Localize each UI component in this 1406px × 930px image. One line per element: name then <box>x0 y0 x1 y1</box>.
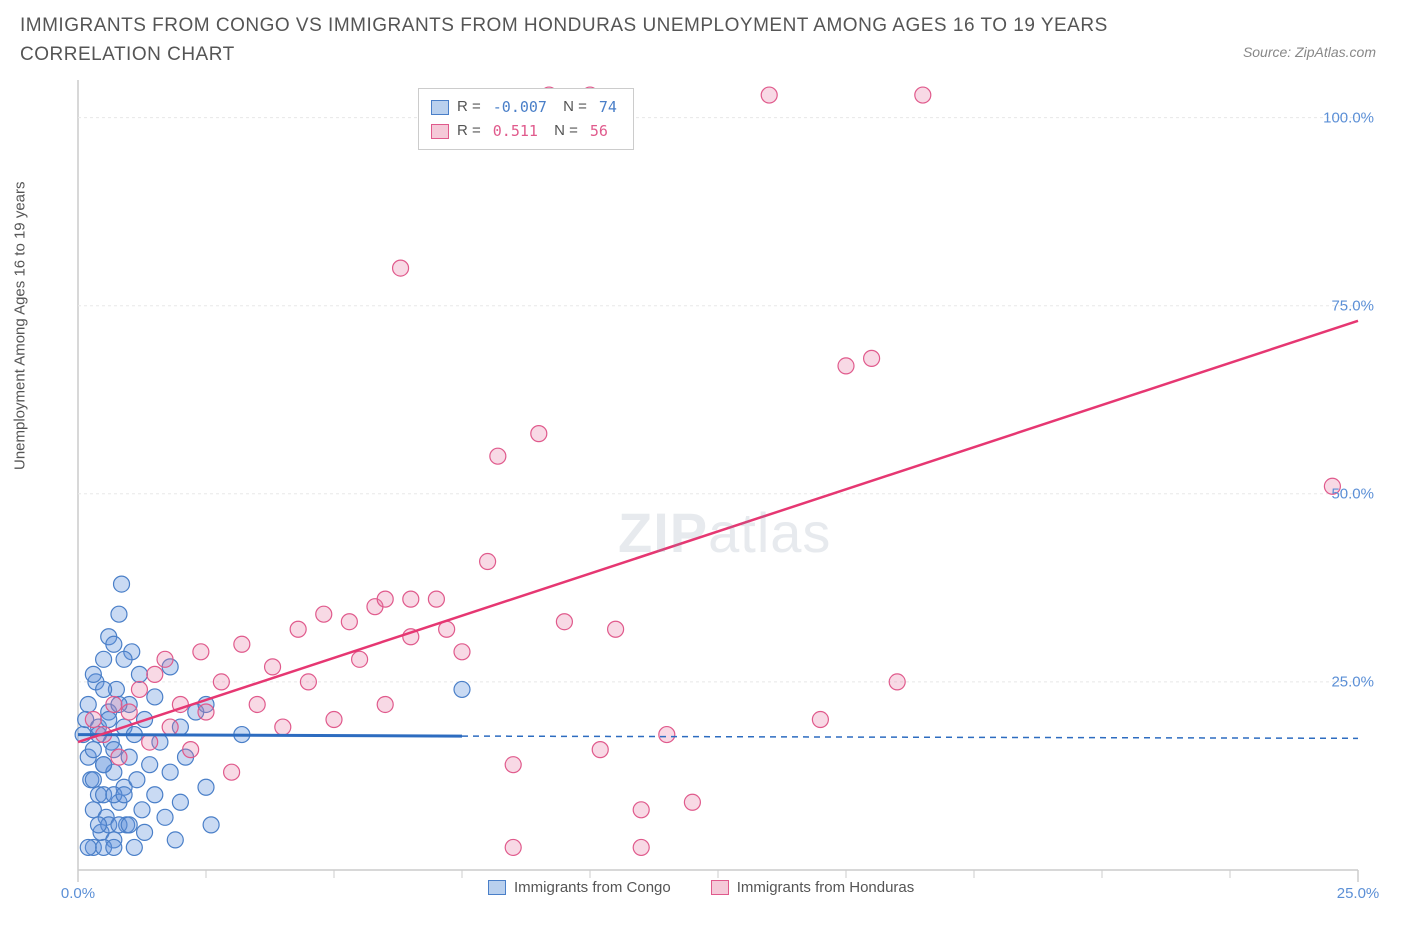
legend-n-label: N = <box>559 95 587 119</box>
legend-r-value-congo: -0.007 <box>489 95 551 119</box>
y-tick-label: 50.0% <box>1331 485 1374 502</box>
y-tick-label: 75.0% <box>1331 297 1374 314</box>
swatch-congo-icon <box>488 880 506 895</box>
legend-r-label: R = <box>457 119 481 143</box>
swatch-honduras-icon <box>711 880 729 895</box>
legend-item-honduras: Immigrants from Honduras <box>711 879 915 896</box>
legend-r-label: R = <box>457 95 481 119</box>
legend-label-honduras: Immigrants from Honduras <box>737 879 915 896</box>
correlation-legend: R = -0.007 N = 74 R = 0.511 N = 56 <box>418 88 634 150</box>
legend-n-value-congo: 74 <box>595 95 621 119</box>
chart-container: R = -0.007 N = 74 R = 0.511 N = 56 ZIPat… <box>58 80 1378 900</box>
legend-row-congo: R = -0.007 N = 74 <box>431 95 621 119</box>
source-attribution: Source: ZipAtlas.com <box>1243 44 1376 60</box>
y-axis-label: Unemployment Among Ages 16 to 19 years <box>12 181 29 470</box>
legend-row-honduras: R = 0.511 N = 56 <box>431 119 621 143</box>
legend-label-congo: Immigrants from Congo <box>514 879 671 896</box>
legend-n-label: N = <box>550 119 578 143</box>
legend-n-value-honduras: 56 <box>586 119 612 143</box>
series-legend: Immigrants from Congo Immigrants from Ho… <box>488 879 914 896</box>
scatter-plot <box>58 80 1378 900</box>
swatch-congo <box>431 100 449 115</box>
x-tick-label: 0.0% <box>61 885 95 902</box>
legend-item-congo: Immigrants from Congo <box>488 879 671 896</box>
legend-r-value-honduras: 0.511 <box>489 119 542 143</box>
y-tick-label: 100.0% <box>1323 109 1374 126</box>
swatch-honduras <box>431 124 449 139</box>
x-tick-label: 25.0% <box>1337 885 1380 902</box>
chart-title: IMMIGRANTS FROM CONGO VS IMMIGRANTS FROM… <box>20 12 1206 69</box>
y-tick-label: 25.0% <box>1331 673 1374 690</box>
